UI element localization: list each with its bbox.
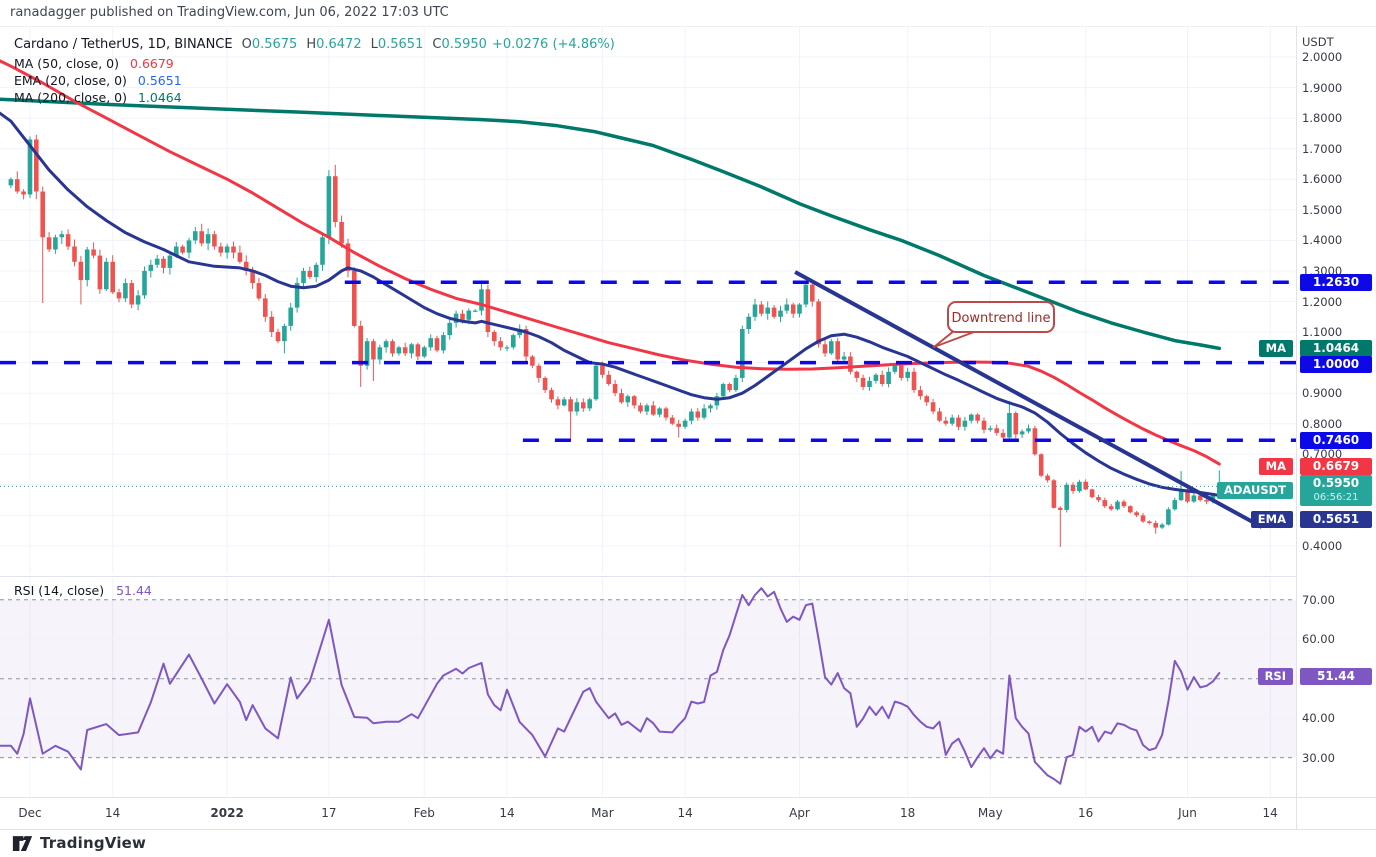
ma200-line[interactable]	[0, 97, 1222, 351]
price-axis-currency-label: USDT	[1302, 35, 1334, 49]
price-level-lines[interactable]	[0, 280, 1296, 442]
ohlc-high: H0.6472	[306, 36, 362, 52]
downtrend-callout[interactable]: Downtrend line	[933, 301, 1055, 348]
ohlc-open: O0.5675	[241, 36, 298, 52]
candlestick-series[interactable]	[8, 134, 1222, 547]
indicator-legend-ma50[interactable]: MA (50, close, 0) 0.6679	[14, 55, 174, 71]
attribution-bar: ranadagger published on TradingView.com,…	[0, 0, 1376, 27]
indicator-legend-ema20[interactable]: EMA (20, close, 0) 0.5651	[14, 72, 182, 88]
rsi-line[interactable]	[0, 587, 1221, 785]
callout-text: Downtrend line	[951, 311, 1050, 326]
ohlc-low: L0.5651	[370, 36, 424, 52]
tradingview-logo[interactable]: TradingView	[12, 834, 146, 852]
legend: Cardano / TetherUS, 1D, BINANCE O0.5675 …	[14, 36, 615, 106]
ma50-line[interactable]	[0, 59, 1221, 466]
change-value: +0.0276 (+4.86%)	[491, 36, 615, 52]
symbol-title[interactable]: Cardano / TetherUS, 1D, BINANCE	[14, 36, 233, 52]
attribution-text: ranadagger published on TradingView.com,…	[10, 5, 449, 20]
downtrend-trendline[interactable]	[794, 270, 1263, 529]
indicator-legend-ma200[interactable]: MA (200, close, 0) 1.0464	[14, 89, 182, 105]
grid-lines	[0, 26, 1296, 797]
rsi-band	[0, 599, 1296, 759]
ohlc-close: C0.5950	[432, 36, 487, 52]
tradingview-logo-icon	[12, 835, 33, 851]
ema20-line[interactable]	[0, 111, 1221, 497]
rsi-legend[interactable]: RSI (14, close) 51.44	[14, 583, 152, 598]
